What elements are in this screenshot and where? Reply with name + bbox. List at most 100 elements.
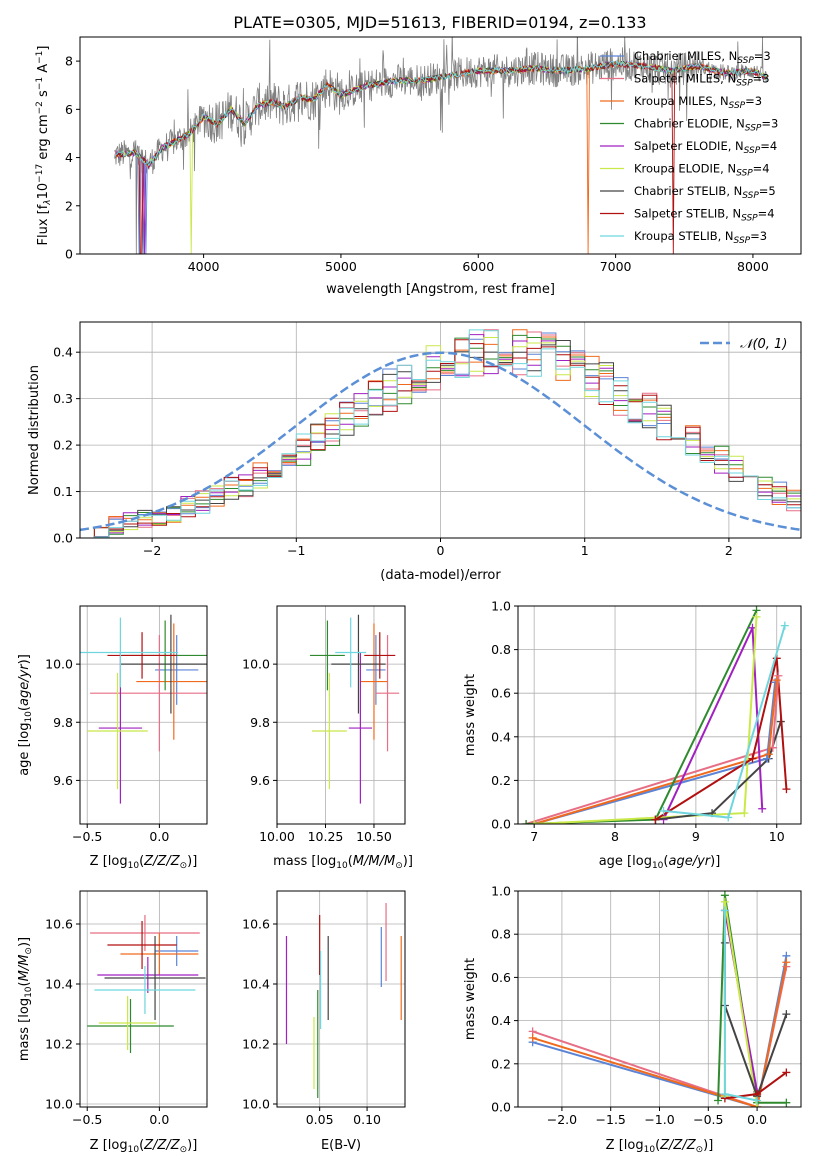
legend-label: Chabrier ELODIE, NSSP=3 (634, 117, 778, 134)
x-tick-label: 1 (581, 543, 589, 558)
mass-weight-marker (782, 1010, 791, 1019)
axes-frame (79, 890, 208, 1108)
y-tick-label: 9.8 (53, 715, 73, 730)
x-axis-label: Z [log10(Z/Z/Z⊙)] (606, 1138, 714, 1155)
mass-weight-marker (720, 897, 729, 906)
axes-frame (79, 36, 802, 255)
axes-frame (517, 605, 802, 825)
x-tick-label: −0.5 (72, 829, 102, 844)
plot-area (80, 329, 801, 538)
mass-weight-line (767, 679, 778, 755)
x-tick-label: 0.0 (747, 1112, 767, 1127)
mass-weight-marker (720, 1090, 729, 1099)
residuals-panel: −2 −1 0 1 2 0.0 0.1 0.2 0.3 0.4 𝒩(0, 1) (data-model… (27, 321, 802, 583)
mass-weight-marker (714, 1096, 723, 1105)
mass-weight-marker (748, 754, 757, 763)
x-tick-label: −2.0 (547, 1112, 577, 1127)
mass-weight-line (723, 901, 759, 1107)
mass-weight-marker (782, 958, 791, 967)
mass-weight-marker (780, 621, 789, 630)
y-tick-label: 10.6 (242, 917, 270, 932)
x-tick-label: 10 (769, 829, 785, 844)
x-tick-label: 4000 (188, 259, 220, 274)
y-tick-label: 0.0 (53, 531, 73, 546)
x-axis-label: E(B-V) (321, 1138, 361, 1153)
spectrum-legend: Chabrier MILES, NSSP=3 Salpeter MILES, NS… (600, 49, 778, 246)
mass-weight-marker (782, 785, 791, 794)
mass-weight-marker (758, 804, 767, 813)
y-tick-label: 8 (65, 54, 73, 69)
mass-weight-line (662, 627, 764, 821)
mass-weight-marker (522, 820, 531, 824)
x-tick-label: 6000 (462, 259, 494, 274)
mass-weight-marker (782, 1098, 791, 1107)
mass-weight-line (533, 753, 769, 824)
plot-area (80, 614, 207, 804)
y-tick-label: 0.2 (491, 1056, 511, 1071)
y-tick-label: 0.0 (491, 817, 511, 832)
age-vs-mass-panel: 10.00 10.25 10.50 9.6 9.8 10.0 mass [log10(M/M… (242, 605, 413, 871)
axes-frame (79, 605, 208, 825)
gaussian-curve (80, 351, 801, 532)
axes-frame (276, 890, 406, 1108)
x-axis-label: Z [log10(Z/Z/Z⊙)] (90, 1138, 198, 1155)
y-tick-label: 9.6 (250, 773, 270, 788)
legend-label: Kroupa MILES, NSSP=3 (634, 94, 762, 111)
y-tick-label: 0.0 (491, 1100, 511, 1115)
mass-weight-vs-Z-panel: −2.0 −1.5 −1.0 −0.5 0.0 0.0 0.2 0.4 0.6 0.8 1.0 mas… (463, 884, 802, 1155)
plot-area (528, 891, 791, 1107)
legend-label: Salpeter MILES, NSSP=3 (634, 72, 770, 89)
y-tick-label: 0.6 (491, 686, 511, 701)
legend-label: Kroupa ELODIE, NSSP=4 (634, 162, 770, 179)
legend-label: Kroupa STELIB, NSSP=3 (634, 229, 767, 246)
mass-weight-marker (752, 612, 761, 621)
x-tick-label: −0.5 (693, 1112, 723, 1127)
mass-weight-marker (740, 809, 749, 818)
y-tick-label: 1.0 (491, 599, 511, 614)
x-tick-label: 0.05 (306, 1112, 334, 1127)
x-tick-label: 0.0 (149, 1112, 169, 1127)
y-tick-label: 10.4 (45, 977, 73, 992)
y-tick-label: 1.0 (491, 884, 511, 899)
mass-weight-line (663, 625, 786, 819)
mass-weight-marker (659, 806, 668, 815)
x-tick-label: 2 (725, 543, 733, 558)
y-tick-label: 2 (65, 198, 73, 213)
y-tick-label: 4 (65, 150, 73, 165)
y-axis-label: mass [log10(M/M⊙)] (17, 937, 34, 1061)
x-tick-label: 0.0 (149, 829, 169, 844)
x-tick-label: 10.50 (356, 829, 392, 844)
mass-vs-ebv-panel: 0.05 0.10 10.0 10.2 10.4 10.6 E(B-V) (242, 890, 406, 1153)
mass-weight-marker (724, 813, 733, 822)
legend-label: Chabrier STELIB, NSSP=5 (634, 184, 776, 201)
x-tick-label: 7000 (600, 259, 632, 274)
y-tick-label: 6 (65, 102, 73, 117)
y-tick-label: 10.0 (242, 1097, 270, 1112)
y-axis-label: Normed distribution (27, 365, 42, 495)
mass-weight-line (766, 682, 777, 759)
y-tick-label: 0.8 (491, 642, 511, 657)
mass-weight-marker (782, 1068, 791, 1077)
x-axis-label: mass [log10(M/M/M⊙)] (273, 854, 413, 871)
y-tick-label: 10.0 (45, 1097, 73, 1112)
y-tick-label: 10.6 (45, 917, 73, 932)
mass-weight-line (654, 658, 788, 821)
histogram-step (80, 329, 801, 538)
plot-area (522, 606, 791, 824)
x-tick-label: 7 (530, 829, 538, 844)
y-tick-label: 9.8 (250, 715, 270, 730)
legend-label: 𝒩(0, 1) (740, 337, 787, 352)
mass-weight-marker (774, 671, 783, 680)
x-tick-label: −1 (287, 543, 305, 558)
y-tick-label: 0.4 (491, 1013, 511, 1028)
mass-weight-marker (528, 1033, 537, 1042)
x-tick-label: 8 (611, 829, 619, 844)
y-tick-label: 0 (65, 247, 73, 262)
mass-weight-marker (651, 815, 660, 824)
y-tick-label: 0.3 (53, 391, 73, 406)
y-tick-label: 10.0 (242, 657, 270, 672)
y-tick-label: 0.1 (53, 484, 73, 499)
plot-area (113, 37, 768, 254)
y-axis-label: Flux [fλ10−17 erg cm−2 s−1 A−1] (35, 46, 53, 246)
y-tick-label: 0.2 (491, 773, 511, 788)
